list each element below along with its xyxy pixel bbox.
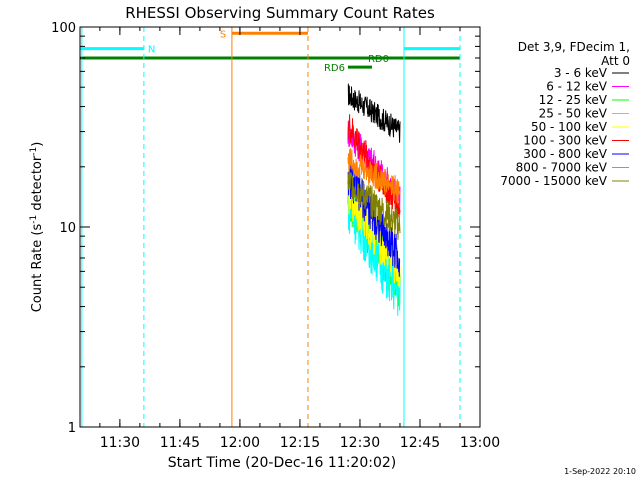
x-tick-label: 11:45 bbox=[160, 435, 200, 451]
x-tick-label: 12:30 bbox=[340, 435, 380, 451]
series-line-7 bbox=[347, 148, 401, 204]
x-tick-label: 12:00 bbox=[220, 435, 260, 451]
generation-timestamp: 1-Sep-2022 20:10 bbox=[564, 467, 636, 476]
legend-label: 300 - 800 keV bbox=[523, 147, 607, 161]
x-axis-label: Start Time (20-Dec-16 11:20:02) bbox=[168, 455, 396, 471]
y-tick-label: 10 bbox=[59, 221, 76, 236]
y-axis-label: Count Rate (s-1 detector-1) bbox=[29, 142, 45, 313]
legend-label: 7000 - 15000 keV bbox=[500, 174, 607, 188]
interval-label-rd0: RD0 bbox=[368, 54, 389, 65]
legend-label: 800 - 7000 keV bbox=[516, 161, 608, 175]
x-tick-label: 12:15 bbox=[280, 435, 320, 451]
series-lines bbox=[347, 82, 401, 316]
legend-header-2: Att 0 bbox=[601, 54, 630, 68]
x-tick-label: 11:30 bbox=[100, 435, 140, 451]
interval-label-s: S bbox=[220, 29, 226, 40]
interval-label-n: N bbox=[148, 45, 155, 56]
legend-label: 12 - 25 keV bbox=[539, 93, 608, 107]
interval-bars: N S RD0 RD6 bbox=[80, 29, 460, 74]
y-tick-label: 100 bbox=[51, 21, 76, 36]
legend-label: 25 - 50 keV bbox=[539, 107, 608, 121]
interval-label-rd6: RD6 bbox=[324, 63, 345, 74]
series-line-0 bbox=[347, 82, 401, 143]
y-axis: 1 10 100 bbox=[51, 21, 480, 436]
series-line-6 bbox=[347, 159, 401, 277]
legend-label: 100 - 300 keV bbox=[523, 134, 607, 148]
chart-title: RHESSI Observing Summary Count Rates bbox=[125, 4, 435, 22]
legend-header-1: Det 3,9, FDecim 1, bbox=[518, 40, 630, 54]
series-line-8 bbox=[347, 171, 401, 240]
x-axis: 11:30 11:45 12:00 12:15 12:30 12:45 13:00 bbox=[99, 27, 500, 451]
plot-frame bbox=[79, 26, 481, 428]
time-markers bbox=[81, 27, 461, 427]
legend-label: 50 - 100 keV bbox=[531, 120, 608, 134]
legend-label: 6 - 12 keV bbox=[546, 80, 608, 94]
y-tick-label: 1 bbox=[68, 421, 76, 436]
x-tick-label: 13:00 bbox=[460, 435, 500, 451]
legend-label: 3 - 6 keV bbox=[554, 66, 608, 80]
x-tick-label: 12:45 bbox=[400, 435, 440, 451]
